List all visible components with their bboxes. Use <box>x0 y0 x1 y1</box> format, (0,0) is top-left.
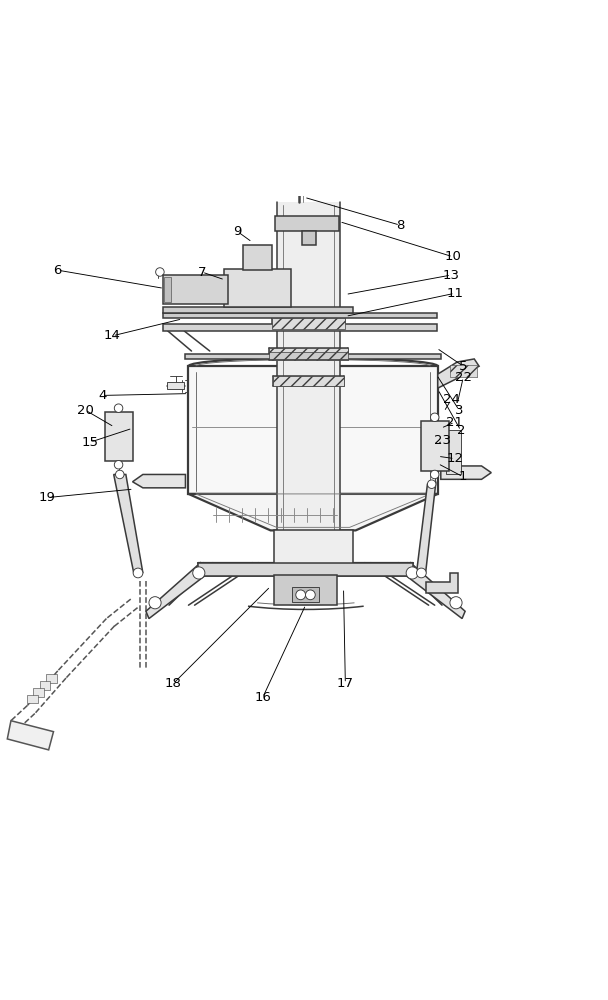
Circle shape <box>430 470 439 479</box>
Text: 10: 10 <box>444 250 461 263</box>
Text: 9: 9 <box>233 225 241 238</box>
Polygon shape <box>401 563 465 619</box>
Bar <box>33 688 44 697</box>
Text: 24: 24 <box>443 393 460 406</box>
Bar <box>269 352 348 359</box>
Text: 12: 12 <box>446 452 463 465</box>
Polygon shape <box>114 474 143 573</box>
Circle shape <box>296 590 305 600</box>
Bar <box>274 575 337 605</box>
Text: 22: 22 <box>455 371 472 384</box>
Bar <box>224 269 291 307</box>
Circle shape <box>450 597 462 609</box>
Circle shape <box>260 285 266 291</box>
Circle shape <box>149 597 161 609</box>
Polygon shape <box>426 573 458 593</box>
Circle shape <box>427 480 436 488</box>
Text: 4: 4 <box>98 389 106 402</box>
Bar <box>185 354 441 359</box>
Text: 21: 21 <box>446 416 463 429</box>
Circle shape <box>156 268 164 276</box>
Text: 3: 3 <box>455 404 463 417</box>
Text: 5: 5 <box>459 360 468 373</box>
Bar <box>164 277 171 302</box>
Circle shape <box>116 470 124 479</box>
Bar <box>446 430 461 474</box>
Bar <box>163 324 437 331</box>
Bar <box>275 216 339 231</box>
Bar <box>167 382 184 389</box>
Bar <box>46 674 57 683</box>
Bar <box>292 587 319 602</box>
Circle shape <box>430 413 439 422</box>
Bar <box>277 202 340 549</box>
Bar <box>272 318 345 329</box>
Bar <box>450 365 477 377</box>
Text: 20: 20 <box>77 404 94 417</box>
Bar <box>163 313 437 318</box>
Circle shape <box>406 567 418 579</box>
Text: 23: 23 <box>434 434 451 447</box>
Circle shape <box>114 460 123 469</box>
Text: 15: 15 <box>81 436 98 449</box>
Bar <box>421 421 449 471</box>
Polygon shape <box>146 563 210 619</box>
Polygon shape <box>188 494 438 530</box>
Text: 2: 2 <box>457 424 465 437</box>
Bar <box>302 231 316 245</box>
Bar <box>105 412 133 461</box>
Text: 11: 11 <box>446 287 463 300</box>
Circle shape <box>114 404 123 412</box>
Bar <box>243 245 272 270</box>
Text: 17: 17 <box>337 677 354 690</box>
Circle shape <box>193 567 205 579</box>
Text: 7: 7 <box>198 265 206 278</box>
Text: 14: 14 <box>104 329 121 342</box>
Text: 16: 16 <box>254 691 271 704</box>
Bar <box>198 563 413 576</box>
Polygon shape <box>133 474 185 488</box>
Circle shape <box>305 590 315 600</box>
Circle shape <box>133 568 143 578</box>
Text: 18: 18 <box>165 677 182 690</box>
Polygon shape <box>7 721 54 750</box>
Text: 6: 6 <box>54 264 62 277</box>
Bar <box>163 275 228 304</box>
Polygon shape <box>416 482 436 573</box>
Bar <box>269 348 348 360</box>
Bar <box>163 307 353 313</box>
Text: 8: 8 <box>396 219 404 232</box>
Bar <box>273 376 344 386</box>
Text: 19: 19 <box>39 491 56 504</box>
Bar <box>27 695 38 703</box>
Circle shape <box>416 568 426 578</box>
Bar <box>274 530 353 564</box>
Text: 1: 1 <box>459 470 468 483</box>
Bar <box>188 366 438 494</box>
Circle shape <box>255 279 272 296</box>
Polygon shape <box>441 466 491 479</box>
Text: 13: 13 <box>443 269 460 282</box>
Polygon shape <box>438 359 479 388</box>
Bar <box>40 681 50 690</box>
